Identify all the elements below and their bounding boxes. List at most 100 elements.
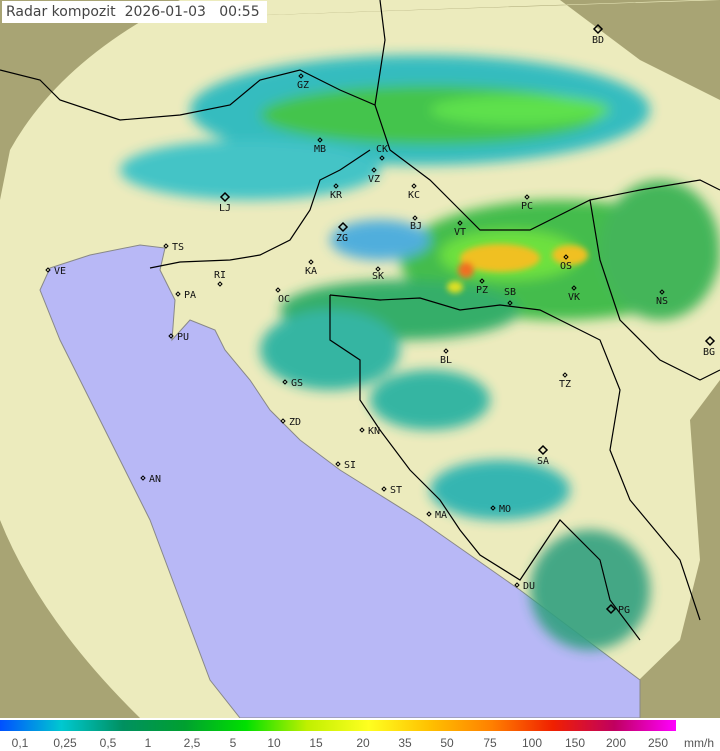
- city-marker-icon: [219, 191, 231, 203]
- city-marker-icon: [359, 427, 365, 433]
- city-marker-icon: [45, 267, 51, 273]
- city-ma: MA: [426, 510, 447, 521]
- city-pu: PU: [168, 332, 189, 343]
- radar-map: GZ MB CK VZ KR LJ ZG KC BJ VT PC OS VK NS BG SK KA RI TS VE…: [0, 0, 720, 718]
- city-tz: TZ: [559, 372, 571, 390]
- city-marker-icon: [337, 221, 349, 233]
- legend-color-scale: [0, 720, 676, 731]
- city-si: SI: [335, 460, 356, 471]
- city-label: KA: [305, 266, 317, 277]
- city-label: PZ: [476, 285, 488, 296]
- city-marker-icon: [411, 183, 417, 189]
- city-os: OS: [560, 254, 572, 272]
- legend-label: 10: [267, 736, 281, 750]
- city-marker-icon: [571, 285, 577, 291]
- city-label: BG: [703, 347, 715, 358]
- city-label: BD: [592, 35, 604, 46]
- city-sb: SB: [504, 287, 516, 306]
- city-vt: VT: [454, 220, 466, 238]
- city-marker-icon: [426, 511, 432, 517]
- city-label: NS: [656, 296, 668, 307]
- city-label: VT: [454, 227, 466, 238]
- city-label: MA: [435, 510, 447, 521]
- legend-label: 0,25: [53, 736, 77, 750]
- city-marker-icon: [333, 183, 339, 189]
- city-label: TZ: [559, 379, 571, 390]
- city-label: GZ: [297, 80, 309, 91]
- city-label: KR: [330, 190, 343, 201]
- city-marker-icon: [275, 287, 281, 293]
- city-marker-icon: [381, 486, 387, 492]
- city-pz: PZ: [476, 278, 488, 296]
- city-lj: LJ: [219, 191, 231, 214]
- city-marker-icon: [282, 379, 288, 385]
- city-marker-icon: [175, 291, 181, 297]
- city-bg: BG: [703, 335, 716, 358]
- city-mb: MB: [314, 137, 326, 155]
- sea: [39, 244, 641, 718]
- city-ns: NS: [656, 289, 668, 307]
- city-marker-icon: [168, 333, 174, 339]
- city-label: GS: [291, 378, 303, 389]
- legend: 0,1 0,25 0,5 1 2,5 5 10 15 20 35 50 75 1…: [0, 718, 720, 751]
- city-ka: KA: [305, 259, 317, 277]
- city-marker-icon: [592, 23, 604, 35]
- legend-label: 50: [440, 736, 454, 750]
- city-label: SB: [504, 287, 516, 298]
- city-label: VE: [54, 266, 66, 277]
- city-marker-icon: [490, 505, 496, 511]
- legend-label: 250: [647, 736, 669, 750]
- city-pg: PG: [605, 603, 630, 616]
- city-label: KC: [408, 190, 420, 201]
- city-marker-icon: [375, 266, 381, 272]
- city-marker-icon: [514, 582, 520, 588]
- city-sa: SA: [537, 444, 549, 467]
- legend-unit: mm/h: [684, 736, 714, 750]
- city-label: CK: [376, 144, 388, 155]
- legend-label: 75: [483, 736, 497, 750]
- city-ts: TS: [163, 242, 184, 253]
- city-label: SK: [372, 271, 384, 282]
- city-label: TS: [172, 242, 184, 253]
- city-marker-icon: [562, 372, 568, 378]
- legend-label: 20: [356, 736, 370, 750]
- city-marker-icon: [412, 215, 418, 221]
- city-label: BJ: [410, 221, 422, 232]
- city-label: OS: [560, 261, 572, 272]
- city-label: RI: [214, 270, 226, 281]
- city-label: PC: [521, 201, 533, 212]
- legend-label: 5: [229, 736, 237, 750]
- city-marker-icon: [704, 335, 716, 347]
- city-vz: VZ: [368, 167, 380, 185]
- city-marker-icon: [659, 289, 665, 295]
- city-pa: PA: [175, 290, 196, 301]
- city-kr: KR: [330, 183, 343, 201]
- city-pc: PC: [521, 194, 533, 212]
- city-label: MB: [314, 144, 326, 155]
- city-bd: BD: [592, 23, 604, 46]
- city-st: ST: [381, 485, 402, 496]
- city-label: KN: [368, 426, 380, 437]
- city-marker-icon: [443, 348, 449, 354]
- heavy-echoes: [447, 244, 588, 293]
- city-ck: CK: [376, 144, 388, 161]
- city-vk: VK: [568, 285, 580, 303]
- city-mo: MO: [490, 504, 511, 515]
- city-marker-icon: [379, 155, 385, 161]
- city-marker-icon: [317, 137, 323, 143]
- city-ri: RI: [214, 270, 226, 287]
- city-marker-icon: [537, 444, 549, 456]
- city-zd: ZD: [280, 417, 301, 428]
- city-marker-icon: [163, 243, 169, 249]
- city-marker-icon: [371, 167, 377, 173]
- city-sk: SK: [372, 266, 384, 282]
- city-zg: ZG: [336, 221, 349, 244]
- legend-label: 35: [398, 736, 412, 750]
- legend-label: 15: [309, 736, 323, 750]
- legend-label: 1: [144, 736, 152, 750]
- city-label: ZD: [289, 417, 301, 428]
- city-label: VZ: [368, 174, 380, 185]
- city-label: SA: [537, 456, 549, 467]
- city-ve: VE: [45, 266, 66, 277]
